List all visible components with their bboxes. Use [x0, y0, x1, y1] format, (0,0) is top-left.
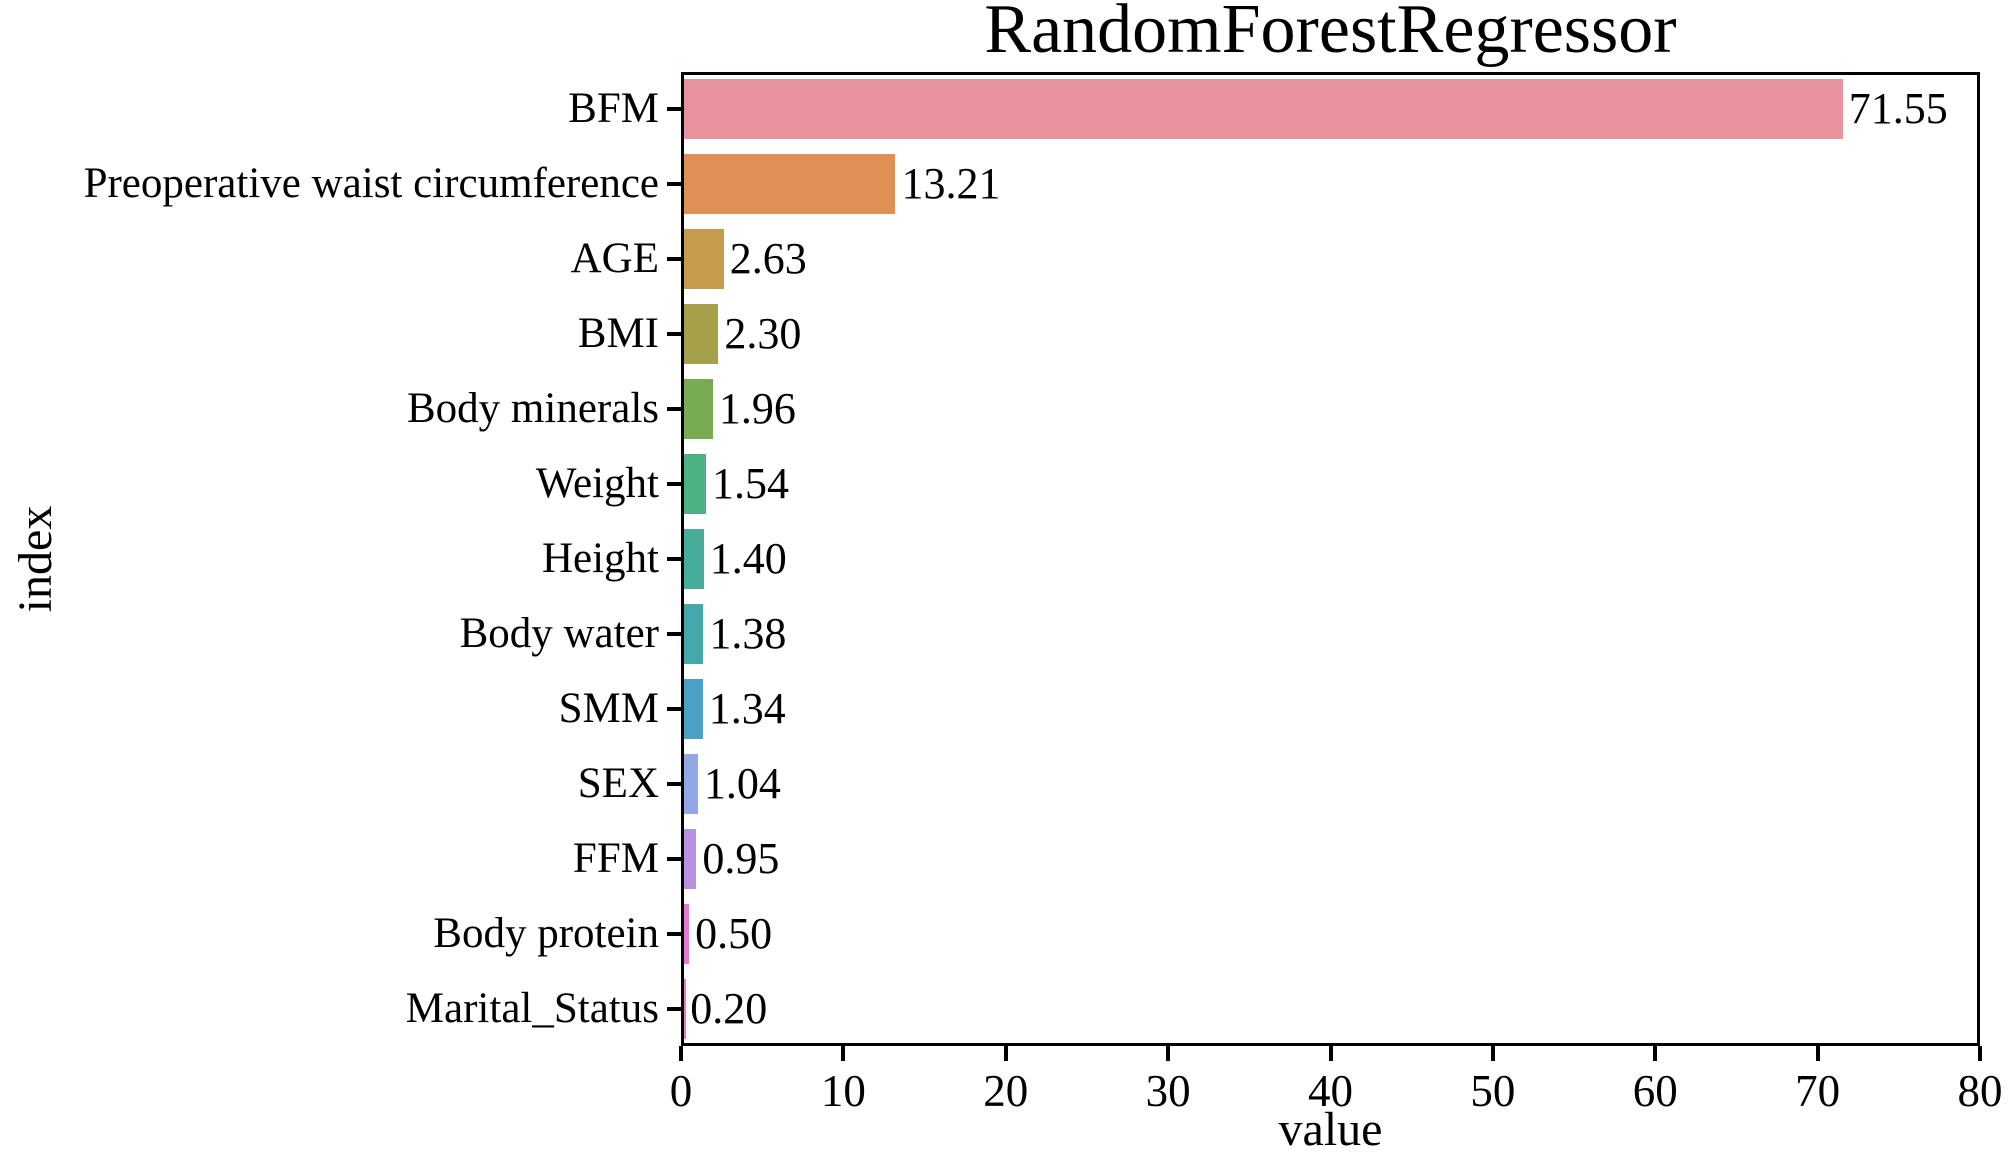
x-tick-label: 70 — [1795, 1066, 1841, 1116]
bar-value-label: 1.34 — [708, 683, 786, 733]
bar-value-label: 2.63 — [729, 234, 807, 284]
x-tick-label: 50 — [1470, 1066, 1516, 1116]
y-tick — [667, 482, 681, 487]
bar — [684, 229, 724, 290]
x-tick — [1490, 1046, 1495, 1061]
y-tick — [667, 332, 681, 337]
x-tick — [1815, 1046, 1820, 1061]
category-label: Body minerals — [407, 385, 659, 433]
category-label: Marital_Status — [405, 984, 659, 1032]
bar — [684, 379, 713, 440]
bar — [684, 603, 704, 664]
y-tick — [667, 781, 681, 786]
bar — [684, 529, 704, 589]
bar — [684, 903, 690, 964]
category-label: Height — [541, 535, 659, 582]
category-label: Preoperative waist circumference — [83, 160, 659, 208]
bar — [684, 678, 703, 739]
category-label: SEX — [577, 759, 659, 807]
x-tick — [1328, 1046, 1333, 1061]
x-tick-label: 0 — [669, 1066, 693, 1116]
bar-value-label: 1.40 — [709, 534, 787, 583]
category-label: BFM — [568, 85, 659, 133]
x-tick — [1003, 1046, 1008, 1061]
y-tick — [667, 631, 681, 636]
y-tick — [667, 931, 681, 936]
x-tick-label: 10 — [820, 1066, 866, 1116]
bar-value-label: 1.38 — [709, 608, 787, 658]
category-label: Body protein — [433, 909, 659, 957]
bar — [684, 753, 698, 814]
x-tick — [841, 1046, 846, 1061]
x-tick — [1978, 1046, 1982, 1061]
y-tick — [667, 107, 681, 112]
y-tick — [667, 182, 681, 187]
category-label: AGE — [570, 235, 659, 283]
x-tick-label: 80 — [1957, 1066, 2003, 1116]
x-tick-label: 40 — [1308, 1066, 1353, 1116]
chart-title: RandomForestRegressor — [984, 0, 1677, 68]
x-tick — [679, 1046, 683, 1061]
bar — [684, 79, 1843, 140]
y-tick — [667, 407, 681, 412]
bar-value-label: 0.95 — [702, 833, 780, 883]
x-tick-label: 60 — [1632, 1066, 1678, 1116]
x-tick — [1653, 1046, 1658, 1061]
bar-value-label: 71.55 — [1848, 84, 1948, 134]
category-label: Body water — [459, 609, 659, 657]
category-label: Weight — [535, 460, 659, 508]
bar-value-label: 1.54 — [712, 459, 789, 509]
bar-value-label: 1.96 — [718, 384, 796, 434]
bar — [684, 454, 706, 515]
y-tick — [667, 1006, 681, 1011]
bar-value-label: 0.20 — [690, 983, 768, 1033]
bar — [684, 154, 896, 215]
bar-value-label: 2.30 — [724, 309, 802, 359]
y-tick — [667, 557, 681, 561]
x-tick-label: 20 — [983, 1066, 1029, 1116]
x-tick — [1166, 1046, 1171, 1061]
y-tick — [667, 856, 681, 861]
bar-value-label: 1.04 — [703, 758, 781, 808]
bar-value-label: 13.21 — [901, 159, 1001, 209]
category-label: BMI — [577, 310, 659, 358]
bar-value-label: 0.50 — [695, 908, 773, 958]
x-tick-label: 30 — [1145, 1066, 1191, 1116]
bar — [684, 828, 697, 889]
y-tick — [667, 706, 681, 711]
bar — [684, 304, 719, 365]
bar — [684, 978, 686, 1039]
x-axis-label: value — [1278, 1103, 1383, 1156]
plot-area — [681, 72, 1980, 1046]
y-tick — [667, 257, 681, 262]
category-label: SMM — [558, 684, 659, 732]
category-label: FFM — [572, 834, 659, 882]
